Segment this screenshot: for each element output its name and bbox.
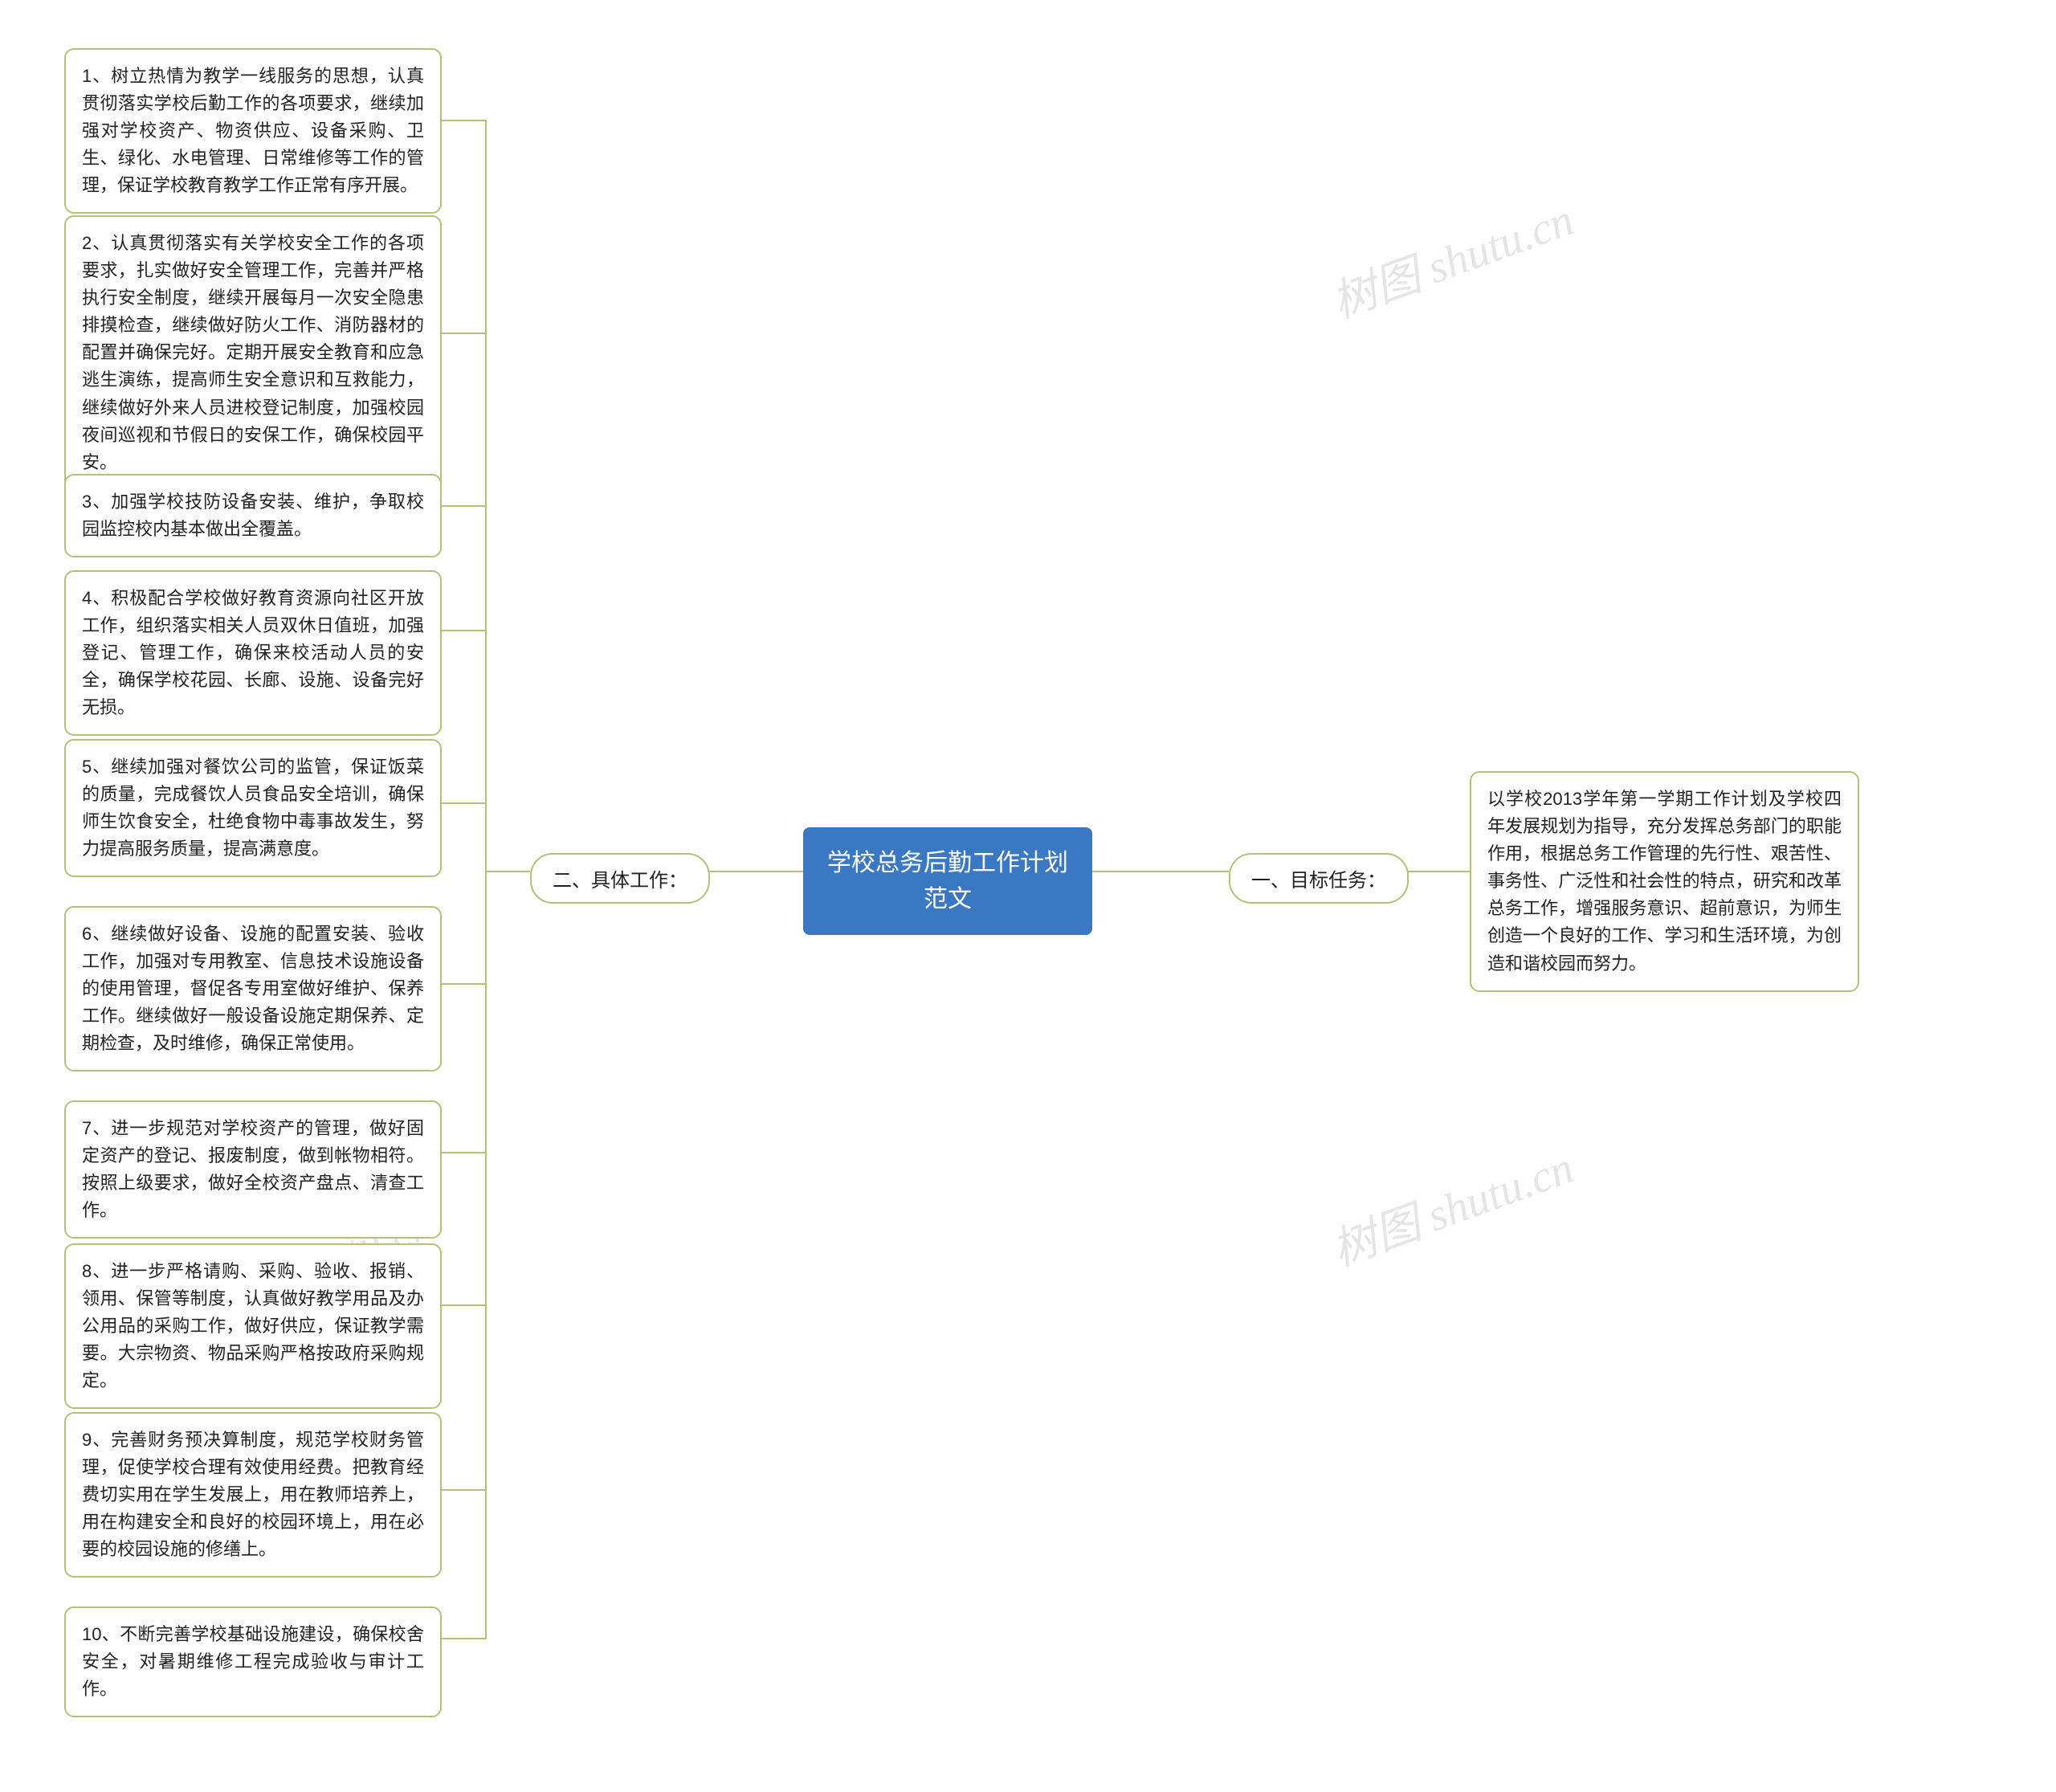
- leaf-node[interactable]: 8、进一步严格请购、采购、验收、报销、领用、保管等制度，认真做好教学用品及办公用…: [64, 1243, 442, 1409]
- mindmap-canvas: 树图 shutu.cn 树图 shutu.cn 树图 shutu.cn 树图 s…: [0, 0, 2056, 1792]
- root-node[interactable]: 学校总务后勤工作计划范文: [803, 827, 1092, 935]
- leaf-node[interactable]: 7、进一步规范对学校资产的管理，做好固定资产的登记、报废制度，做到帐物相符。按照…: [64, 1100, 442, 1239]
- branch-node-tasks[interactable]: 二、具体工作：: [530, 853, 710, 904]
- leaf-node[interactable]: 5、继续加强对餐饮公司的监管，保证饭菜的质量，完成餐饮人员食品安全培训，确保师生…: [64, 739, 442, 877]
- watermark: 树图 shutu.cn: [1322, 1132, 1581, 1280]
- leaf-node[interactable]: 10、不断完善学校基础设施建设，确保校舍安全，对暑期维修工程完成验收与审计工作。: [64, 1606, 442, 1717]
- leaf-node[interactable]: 9、完善财务预决算制度，规范学校财务管理，促使学校合理有效使用经费。把教育经费切…: [64, 1412, 442, 1578]
- leaf-node[interactable]: 6、继续做好设备、设施的配置安装、验收工作，加强对专用教室、信息技术设施设备的使…: [64, 906, 442, 1072]
- leaf-node[interactable]: 2、认真贯彻落实有关学校安全工作的各项要求，扎实做好安全管理工作，完善并严格执行…: [64, 215, 442, 491]
- branch-node-goals[interactable]: 一、目标任务：: [1229, 853, 1409, 904]
- leaf-node[interactable]: 4、积极配合学校做好教育资源向社区开放工作，组织落实相关人员双休日值班，加强登记…: [64, 570, 442, 736]
- leaf-node[interactable]: 以学校2013学年第一学期工作计划及学校四年发展规划为指导，充分发挥总务部门的职…: [1470, 771, 1859, 992]
- watermark: 树图 shutu.cn: [1322, 184, 1581, 332]
- leaf-node[interactable]: 3、加强学校技防设备安装、维护，争取校园监控校内基本做出全覆盖。: [64, 474, 442, 557]
- leaf-node[interactable]: 1、树立热情为教学一线服务的思想，认真贯彻落实学校后勤工作的各项要求，继续加强对…: [64, 48, 442, 214]
